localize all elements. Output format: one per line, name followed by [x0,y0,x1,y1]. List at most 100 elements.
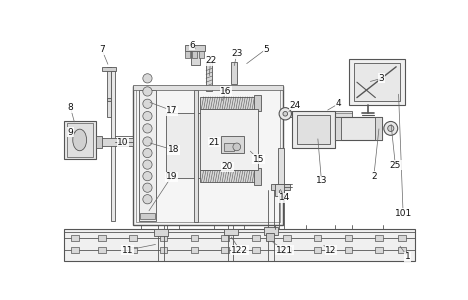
Text: 3: 3 [379,74,384,83]
Bar [107,98,111,101]
Circle shape [143,137,152,146]
Text: 13: 13 [316,176,327,185]
Text: 24: 24 [290,101,301,110]
Bar [297,115,330,144]
Text: 4: 4 [336,99,341,108]
Bar [102,67,116,70]
Bar [64,121,96,159]
Bar [349,59,405,105]
Text: 2: 2 [371,172,377,181]
Circle shape [143,124,152,133]
Circle shape [384,122,398,135]
Circle shape [279,108,292,120]
Text: 23: 23 [231,49,242,58]
Bar [283,247,291,253]
Circle shape [233,143,241,151]
Text: 8: 8 [67,103,73,112]
Bar [354,63,400,101]
Bar [98,235,106,241]
Bar [344,247,352,253]
Bar [254,94,262,112]
Bar [200,170,255,182]
Bar [140,213,155,219]
Bar [252,235,260,241]
Bar [292,111,335,148]
Text: 12: 12 [325,246,336,255]
Bar [129,235,137,241]
Bar [139,90,156,221]
Bar [375,235,383,241]
Circle shape [143,99,152,108]
Bar [66,123,93,157]
Bar [96,136,102,148]
Text: 15: 15 [253,155,264,164]
Circle shape [143,87,152,96]
Text: 7: 7 [99,45,105,54]
Bar [96,138,133,146]
Bar [283,235,291,241]
Text: 20: 20 [222,162,233,171]
Text: 16: 16 [220,87,232,96]
Bar [264,227,278,235]
Circle shape [283,112,288,116]
Text: 25: 25 [390,161,401,170]
Text: 22: 22 [205,56,216,65]
Bar [194,90,198,222]
Bar [206,62,212,92]
Bar [166,113,206,178]
Text: 11: 11 [122,246,133,255]
Bar [221,247,229,253]
Bar [107,67,111,117]
Bar [252,247,260,253]
Bar [221,136,244,153]
Circle shape [143,148,152,158]
Text: 10: 10 [117,138,129,147]
Bar [200,109,257,170]
Circle shape [143,74,152,83]
Text: 101: 101 [395,208,412,217]
Bar [200,97,255,109]
Bar [344,235,352,241]
Text: 122: 122 [231,246,249,255]
Circle shape [388,125,394,131]
Bar [231,62,237,84]
Bar [160,235,168,241]
Circle shape [143,195,152,204]
Bar [314,235,322,241]
Bar [375,117,381,140]
Text: 9: 9 [67,128,73,137]
Bar [133,85,283,90]
Bar [398,247,406,253]
Text: 19: 19 [166,172,177,182]
Text: 1: 1 [405,253,410,262]
Bar [224,143,234,151]
Bar [154,229,168,236]
Ellipse shape [73,129,87,151]
Bar [224,229,238,235]
Text: 121: 121 [276,246,293,255]
Bar [271,184,290,190]
Circle shape [143,183,152,192]
Bar [375,247,383,253]
Bar [283,111,352,117]
Bar [64,229,415,261]
Text: 5: 5 [263,45,269,54]
Bar [129,247,137,253]
Circle shape [143,112,152,121]
Bar [190,48,200,65]
Bar [98,247,106,253]
Text: 6: 6 [189,41,195,50]
Bar [275,184,284,196]
Circle shape [143,160,152,169]
Bar [398,235,406,241]
Bar [190,235,198,241]
Text: 17: 17 [166,106,178,115]
Bar [221,235,229,241]
Bar [190,247,198,253]
Bar [133,86,283,225]
Bar [71,247,79,253]
Bar [192,51,197,58]
Bar [266,233,274,241]
Text: 14: 14 [279,193,290,202]
Bar [314,247,322,253]
